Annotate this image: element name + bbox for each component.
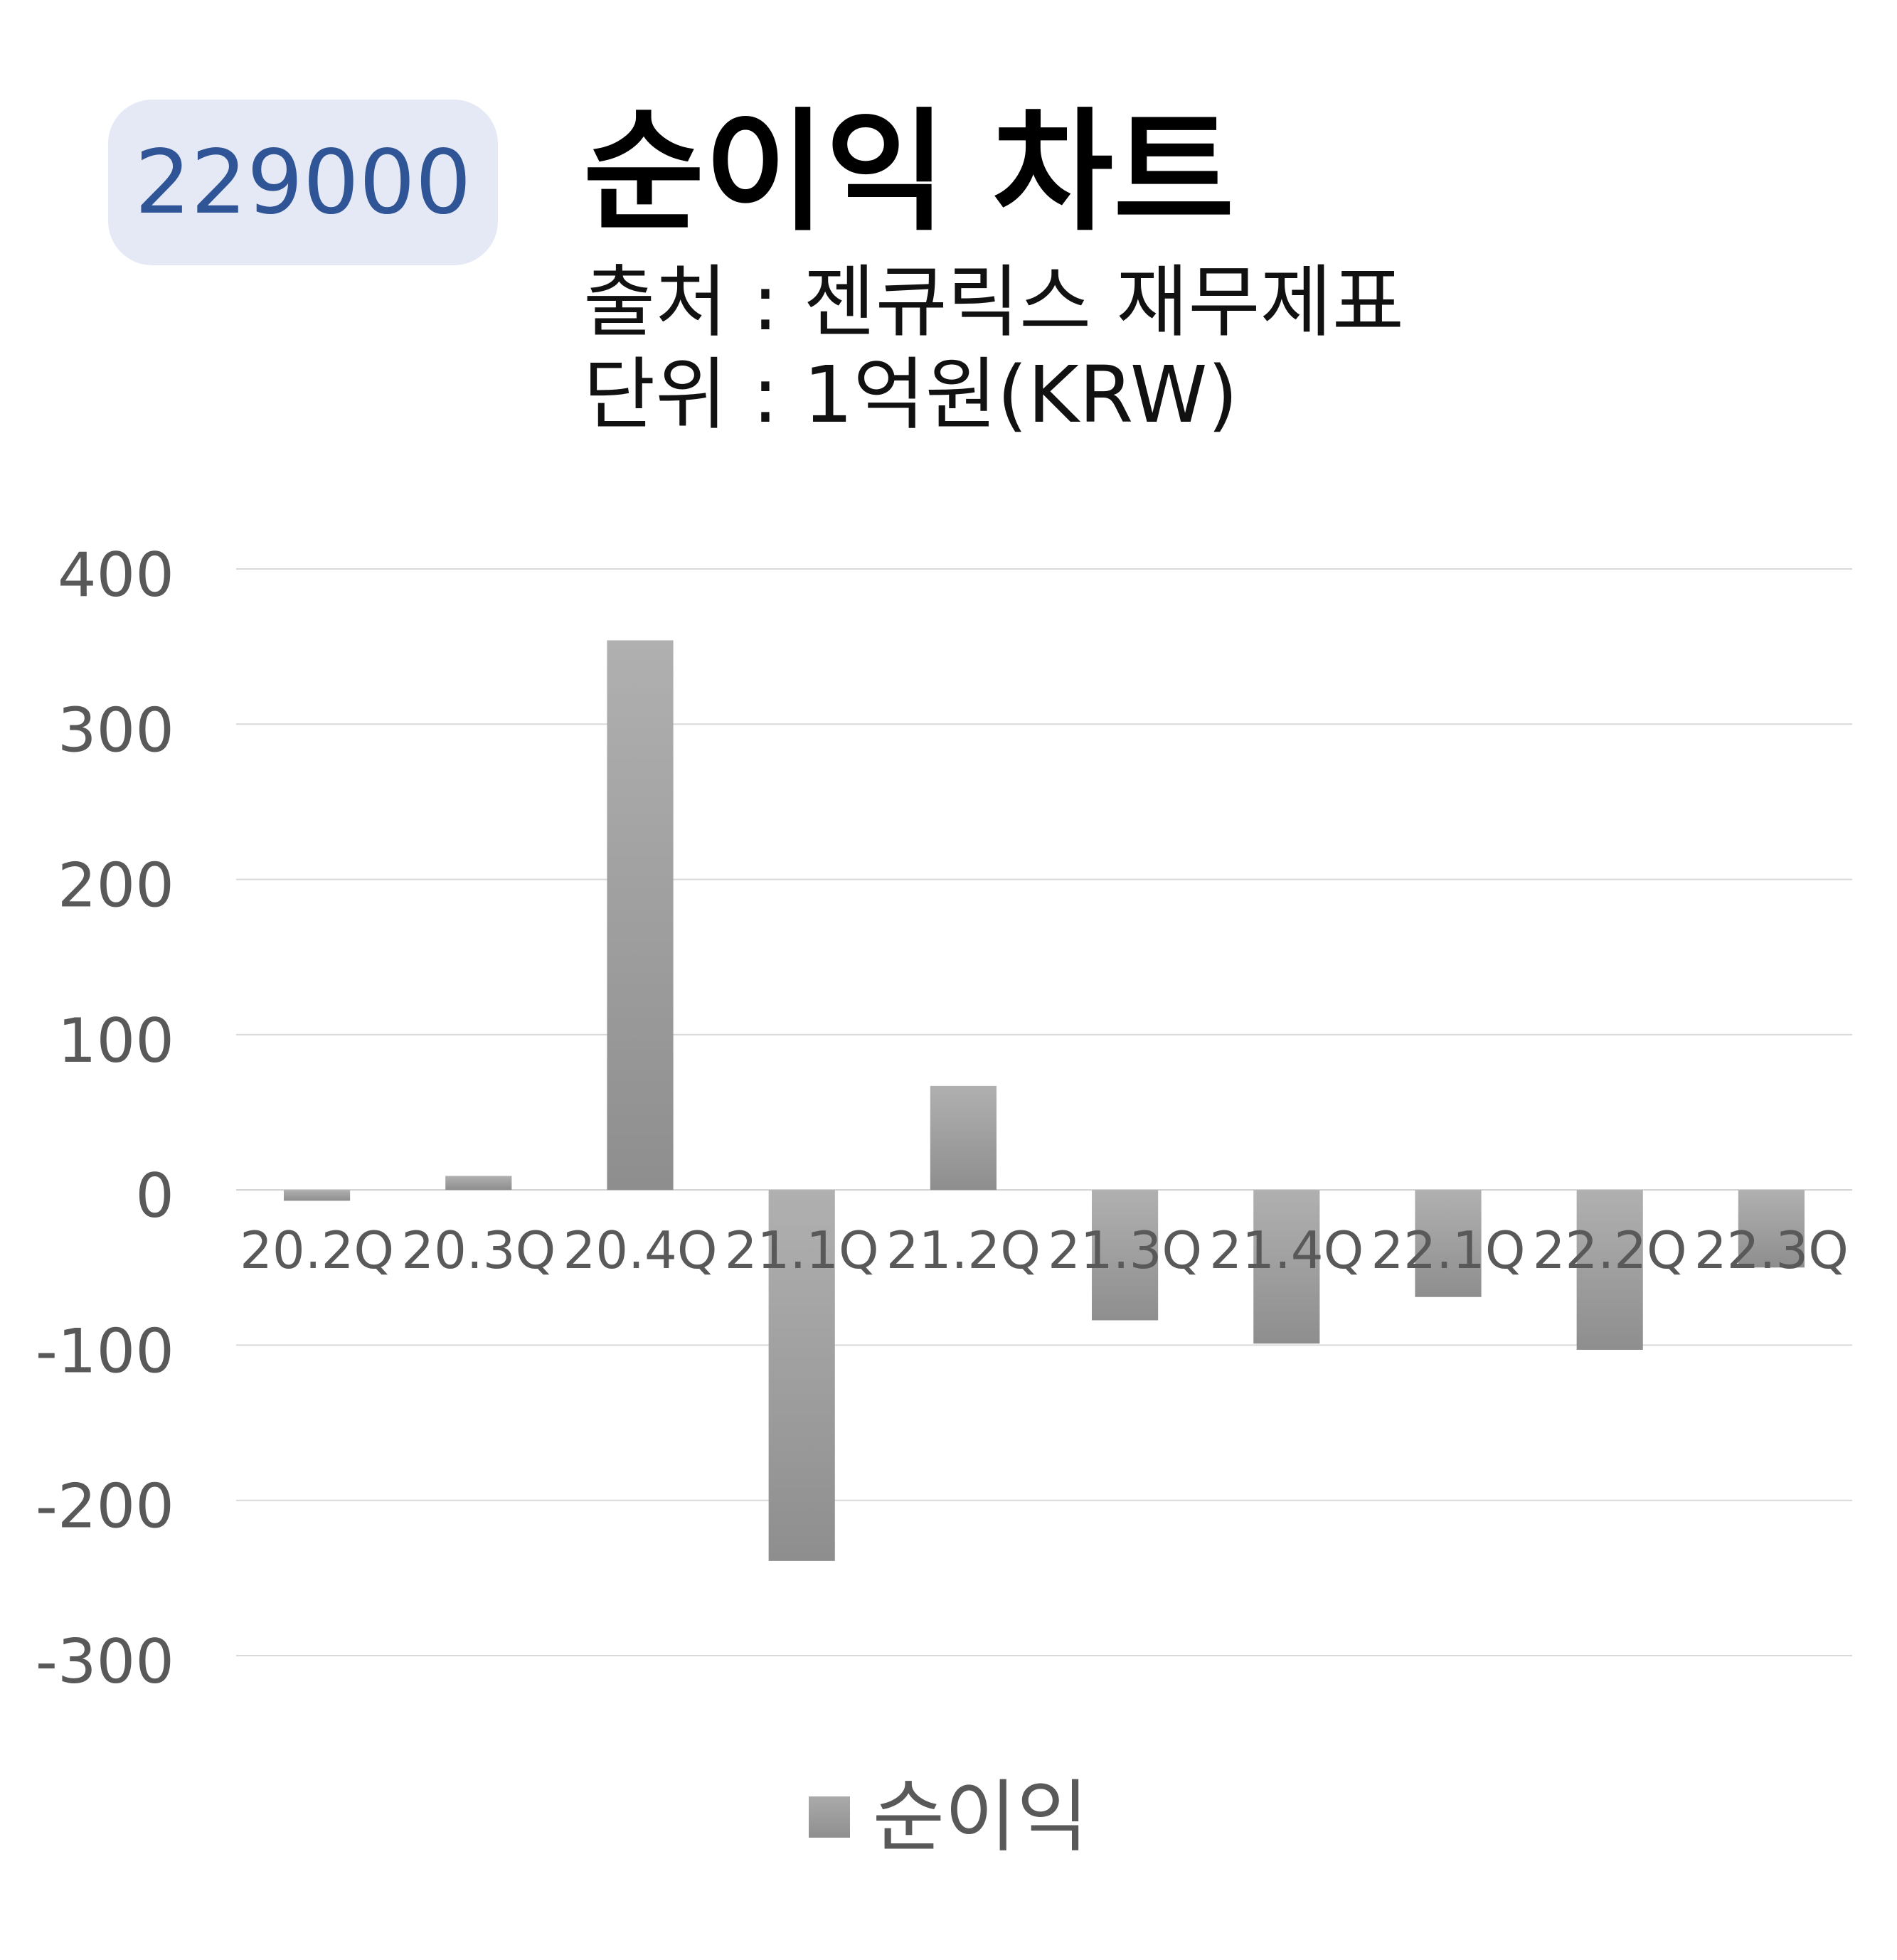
x-tick-label: 21.1Q — [725, 1220, 879, 1280]
x-tick-label: 22.2Q — [1533, 1220, 1687, 1280]
bar — [1253, 1190, 1320, 1344]
bars — [284, 640, 1805, 1561]
y-tick-label: -300 — [36, 1626, 174, 1698]
bar — [607, 640, 674, 1191]
bar — [1576, 1190, 1643, 1350]
y-tick-label: 200 — [58, 851, 174, 922]
x-tick-label: 21.4Q — [1209, 1220, 1364, 1280]
x-tick-label: 20.3Q — [401, 1220, 556, 1280]
bar — [768, 1190, 835, 1561]
bar — [284, 1190, 351, 1201]
bar — [1415, 1190, 1482, 1297]
chart-title: 순이익 차트 — [583, 95, 1235, 249]
x-tick-label: 20.4Q — [563, 1220, 718, 1280]
x-tick-label: 20.2Q — [240, 1220, 394, 1280]
stock-code-badge: 229000 — [108, 100, 498, 265]
legend-swatch — [808, 1796, 850, 1838]
y-tick-label: 0 — [135, 1161, 174, 1232]
y-tick-label: -100 — [36, 1316, 174, 1387]
y-tick-label: 100 — [58, 1006, 174, 1077]
x-axis-ticks: 20.2Q 20.3Q 20.4Q 21.1Q 21.2Q 21.3Q 21.4Q 22.1Q… — [240, 1220, 1849, 1280]
bar — [1092, 1190, 1159, 1321]
stock-code: 229000 — [134, 131, 472, 234]
x-tick-label: 22.3Q — [1694, 1220, 1849, 1280]
y-tick-label: 300 — [58, 695, 174, 766]
bar — [445, 1176, 512, 1191]
bar — [1738, 1190, 1805, 1268]
x-tick-label: 21.2Q — [886, 1220, 1041, 1280]
y-axis-ticks: 400 300 200 100 0 -100 -200 -300 — [36, 540, 174, 1698]
bar — [930, 1085, 997, 1191]
x-tick-label: 21.3Q — [1048, 1220, 1202, 1280]
gridlines — [236, 568, 1852, 1656]
source-line: 출처 : 젠큐릭스 재무제표 — [583, 257, 1404, 348]
unit-line: 단위 : 1억원(KRW) — [583, 349, 1238, 440]
legend: 순이익 — [0, 1778, 1897, 1856]
x-tick-label: 22.1Q — [1371, 1220, 1526, 1280]
y-tick-label: -200 — [36, 1471, 174, 1543]
legend-label: 순이익 — [872, 1772, 1089, 1863]
y-tick-label: 400 — [58, 540, 174, 611]
